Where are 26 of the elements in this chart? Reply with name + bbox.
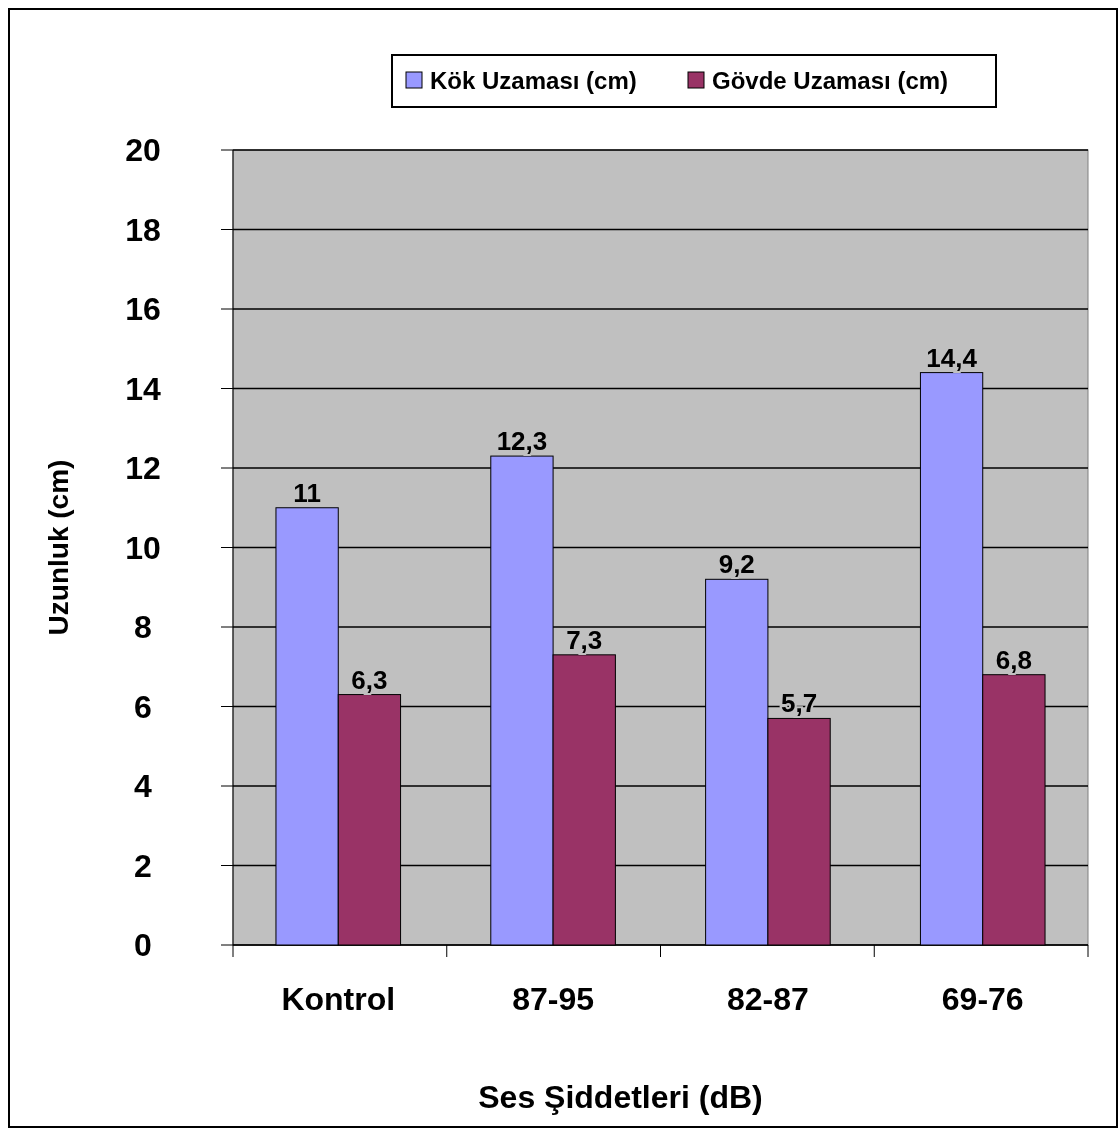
y-tick-label: 8 — [134, 609, 152, 646]
data-label: 6,3 — [351, 664, 388, 695]
x-tick-label: 69-76 — [941, 981, 1024, 1017]
data-label: 7,3 — [566, 624, 603, 655]
data-label: 9,2 — [718, 549, 755, 580]
legend-label: Kök Uzaması (cm) — [430, 67, 637, 95]
data-label: 6,8 — [995, 644, 1032, 675]
x-tick-label: Kontrol — [281, 981, 396, 1017]
y-tick-label: 12 — [125, 450, 161, 487]
y-tick-label: 6 — [134, 688, 152, 725]
data-label: 12,3 — [496, 426, 548, 457]
x-tick-label: 87-95 — [512, 981, 595, 1017]
y-tick-label: 18 — [125, 211, 161, 248]
data-label: 14,4 — [926, 342, 978, 373]
x-tick-label: 82-87 — [726, 981, 809, 1017]
x-axis-title: Ses Şiddetleri (dB) — [478, 1079, 763, 1115]
y-tick-label: 16 — [125, 291, 161, 328]
legend-label: Gövde Uzaması (cm) — [712, 67, 949, 95]
y-axis-title: Uzunluk (cm) — [43, 459, 74, 636]
data-label: 11 — [293, 477, 321, 508]
y-tick-label: 14 — [125, 370, 161, 407]
y-tick-label: 2 — [134, 847, 152, 884]
y-tick-label: 0 — [134, 927, 152, 964]
y-tick-label: 20 — [125, 132, 161, 169]
y-tick-label: 10 — [125, 529, 161, 566]
y-tick-label: 4 — [134, 768, 153, 805]
